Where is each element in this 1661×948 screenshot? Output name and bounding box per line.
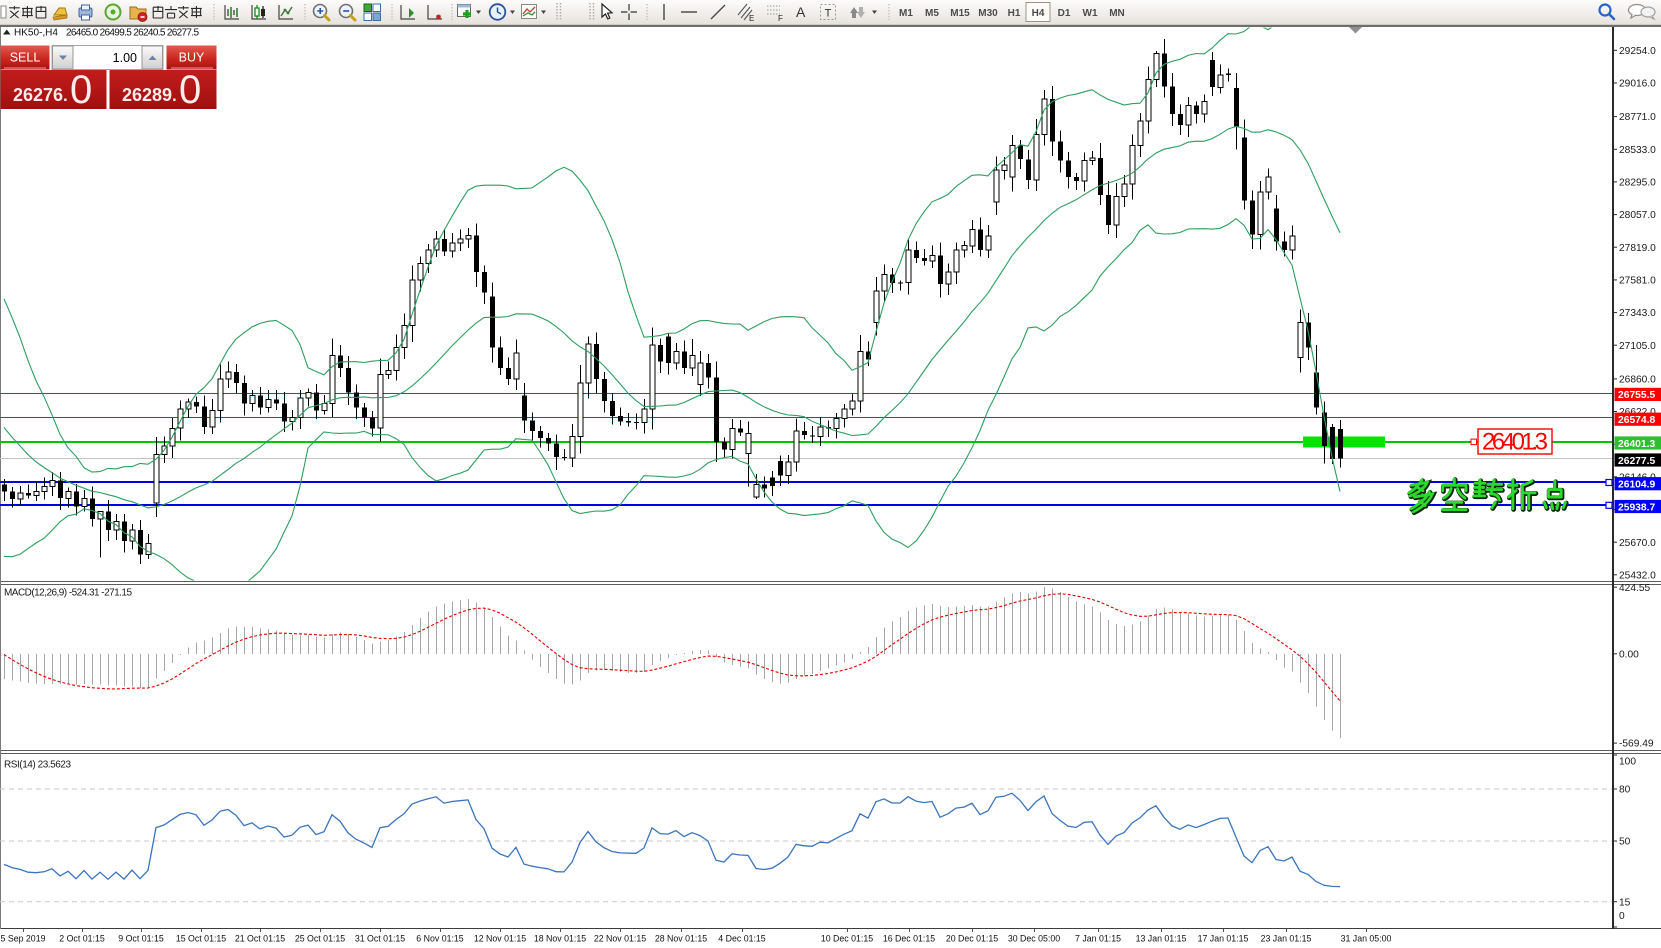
svg-text:0.00: 0.00: [1619, 649, 1639, 660]
svg-text:26401.3: 26401.3: [1482, 429, 1548, 456]
svg-text:F: F: [778, 14, 783, 23]
svg-text:16 Dec 01:15: 16 Dec 01:15: [883, 934, 935, 944]
svg-text:5 Sep 2019: 5 Sep 2019: [0, 934, 45, 944]
svg-text:10 Dec 01:15: 10 Dec 01:15: [821, 934, 873, 944]
svg-text:15 Oct 01:15: 15 Oct 01:15: [176, 934, 226, 944]
svg-text:27105.0: 27105.0: [1619, 341, 1656, 352]
svg-text:W1: W1: [1083, 8, 1098, 19]
svg-text:18 Nov 01:15: 18 Nov 01:15: [534, 934, 586, 944]
svg-text:28771.0: 28771.0: [1619, 112, 1656, 123]
svg-text:H1: H1: [1008, 8, 1021, 19]
svg-text:RSI(14) 23.5623: RSI(14) 23.5623: [4, 760, 71, 771]
svg-text:SELL: SELL: [10, 51, 41, 65]
svg-text:27343.0: 27343.0: [1619, 308, 1656, 319]
svg-text:.: .: [172, 86, 177, 105]
svg-text:-569.49: -569.49: [1619, 739, 1654, 750]
svg-text:E: E: [749, 14, 754, 23]
svg-text:M1: M1: [899, 8, 913, 19]
svg-text:30 Dec 05:00: 30 Dec 05:00: [1008, 934, 1060, 944]
svg-text:23 Jan 01:15: 23 Jan 01:15: [1261, 934, 1312, 944]
svg-text:MACD(12,26,9) -524.31 -271.15: MACD(12,26,9) -524.31 -271.15: [4, 588, 132, 599]
svg-text:26277.5: 26277.5: [1618, 456, 1655, 467]
svg-text:26401.3: 26401.3: [1618, 439, 1655, 450]
svg-text:M30: M30: [978, 8, 998, 19]
svg-text:7 Jan 01:15: 7 Jan 01:15: [1075, 934, 1121, 944]
svg-text:6 Nov 01:15: 6 Nov 01:15: [416, 934, 464, 944]
svg-text:26104.9: 26104.9: [1618, 480, 1655, 491]
svg-text:HK50-,H4: HK50-,H4: [14, 28, 58, 39]
svg-text:1.00: 1.00: [113, 51, 137, 65]
svg-text:12 Nov 01:15: 12 Nov 01:15: [474, 934, 526, 944]
svg-text:25670.0: 25670.0: [1619, 538, 1656, 549]
svg-text:H4: H4: [1032, 8, 1045, 19]
svg-text:29016.0: 29016.0: [1619, 79, 1656, 90]
svg-text:0: 0: [70, 68, 92, 112]
svg-text:0: 0: [1619, 911, 1625, 922]
svg-text:A: A: [796, 4, 806, 20]
svg-text:26574.8: 26574.8: [1618, 415, 1655, 426]
svg-text:20 Dec 01:15: 20 Dec 01:15: [946, 934, 998, 944]
svg-text:4 Dec 01:15: 4 Dec 01:15: [718, 934, 766, 944]
svg-text:0: 0: [179, 68, 201, 112]
svg-text:424.55: 424.55: [1619, 583, 1650, 594]
svg-text:100: 100: [1619, 757, 1636, 768]
svg-text:26465.0 26499.5 26240.5 26277.: 26465.0 26499.5 26240.5 26277.5: [66, 28, 199, 39]
svg-text:15: 15: [1619, 897, 1631, 908]
svg-text:28057.0: 28057.0: [1619, 210, 1656, 221]
svg-text:50: 50: [1619, 837, 1631, 848]
svg-text:31 Jan 05:00: 31 Jan 05:00: [1341, 934, 1392, 944]
svg-text:M15: M15: [950, 8, 970, 19]
svg-text:29254.0: 29254.0: [1619, 46, 1656, 57]
svg-text:25938.7: 25938.7: [1618, 502, 1655, 513]
svg-text:27819.0: 27819.0: [1619, 243, 1656, 254]
svg-text:BUY: BUY: [179, 51, 205, 65]
svg-text:T: T: [825, 8, 832, 20]
svg-text:26276: 26276: [13, 85, 63, 105]
svg-text:13 Jan 01:15: 13 Jan 01:15: [1136, 934, 1187, 944]
svg-text:MN: MN: [1109, 8, 1125, 19]
svg-text:9 Oct 01:15: 9 Oct 01:15: [118, 934, 164, 944]
svg-text:26755.5: 26755.5: [1618, 390, 1655, 401]
svg-text:17 Jan 01:15: 17 Jan 01:15: [1198, 934, 1249, 944]
svg-text:27581.0: 27581.0: [1619, 276, 1656, 287]
svg-text:28295.0: 28295.0: [1619, 178, 1656, 189]
svg-text:.: .: [63, 86, 68, 105]
svg-text:80: 80: [1619, 785, 1631, 796]
svg-text:26289: 26289: [122, 85, 172, 105]
svg-text:25 Oct 01:15: 25 Oct 01:15: [295, 934, 345, 944]
svg-text:26860.0: 26860.0: [1619, 375, 1656, 386]
svg-text:2 Oct 01:15: 2 Oct 01:15: [59, 934, 105, 944]
svg-text:28 Nov 01:15: 28 Nov 01:15: [655, 934, 707, 944]
svg-text:D1: D1: [1058, 8, 1071, 19]
svg-text:31 Oct 01:15: 31 Oct 01:15: [355, 934, 405, 944]
svg-text:25432.0: 25432.0: [1619, 570, 1656, 581]
svg-text:28533.0: 28533.0: [1619, 145, 1656, 156]
svg-text:22 Nov 01:15: 22 Nov 01:15: [594, 934, 646, 944]
svg-text:21 Oct 01:15: 21 Oct 01:15: [235, 934, 285, 944]
svg-text:M5: M5: [925, 8, 939, 19]
